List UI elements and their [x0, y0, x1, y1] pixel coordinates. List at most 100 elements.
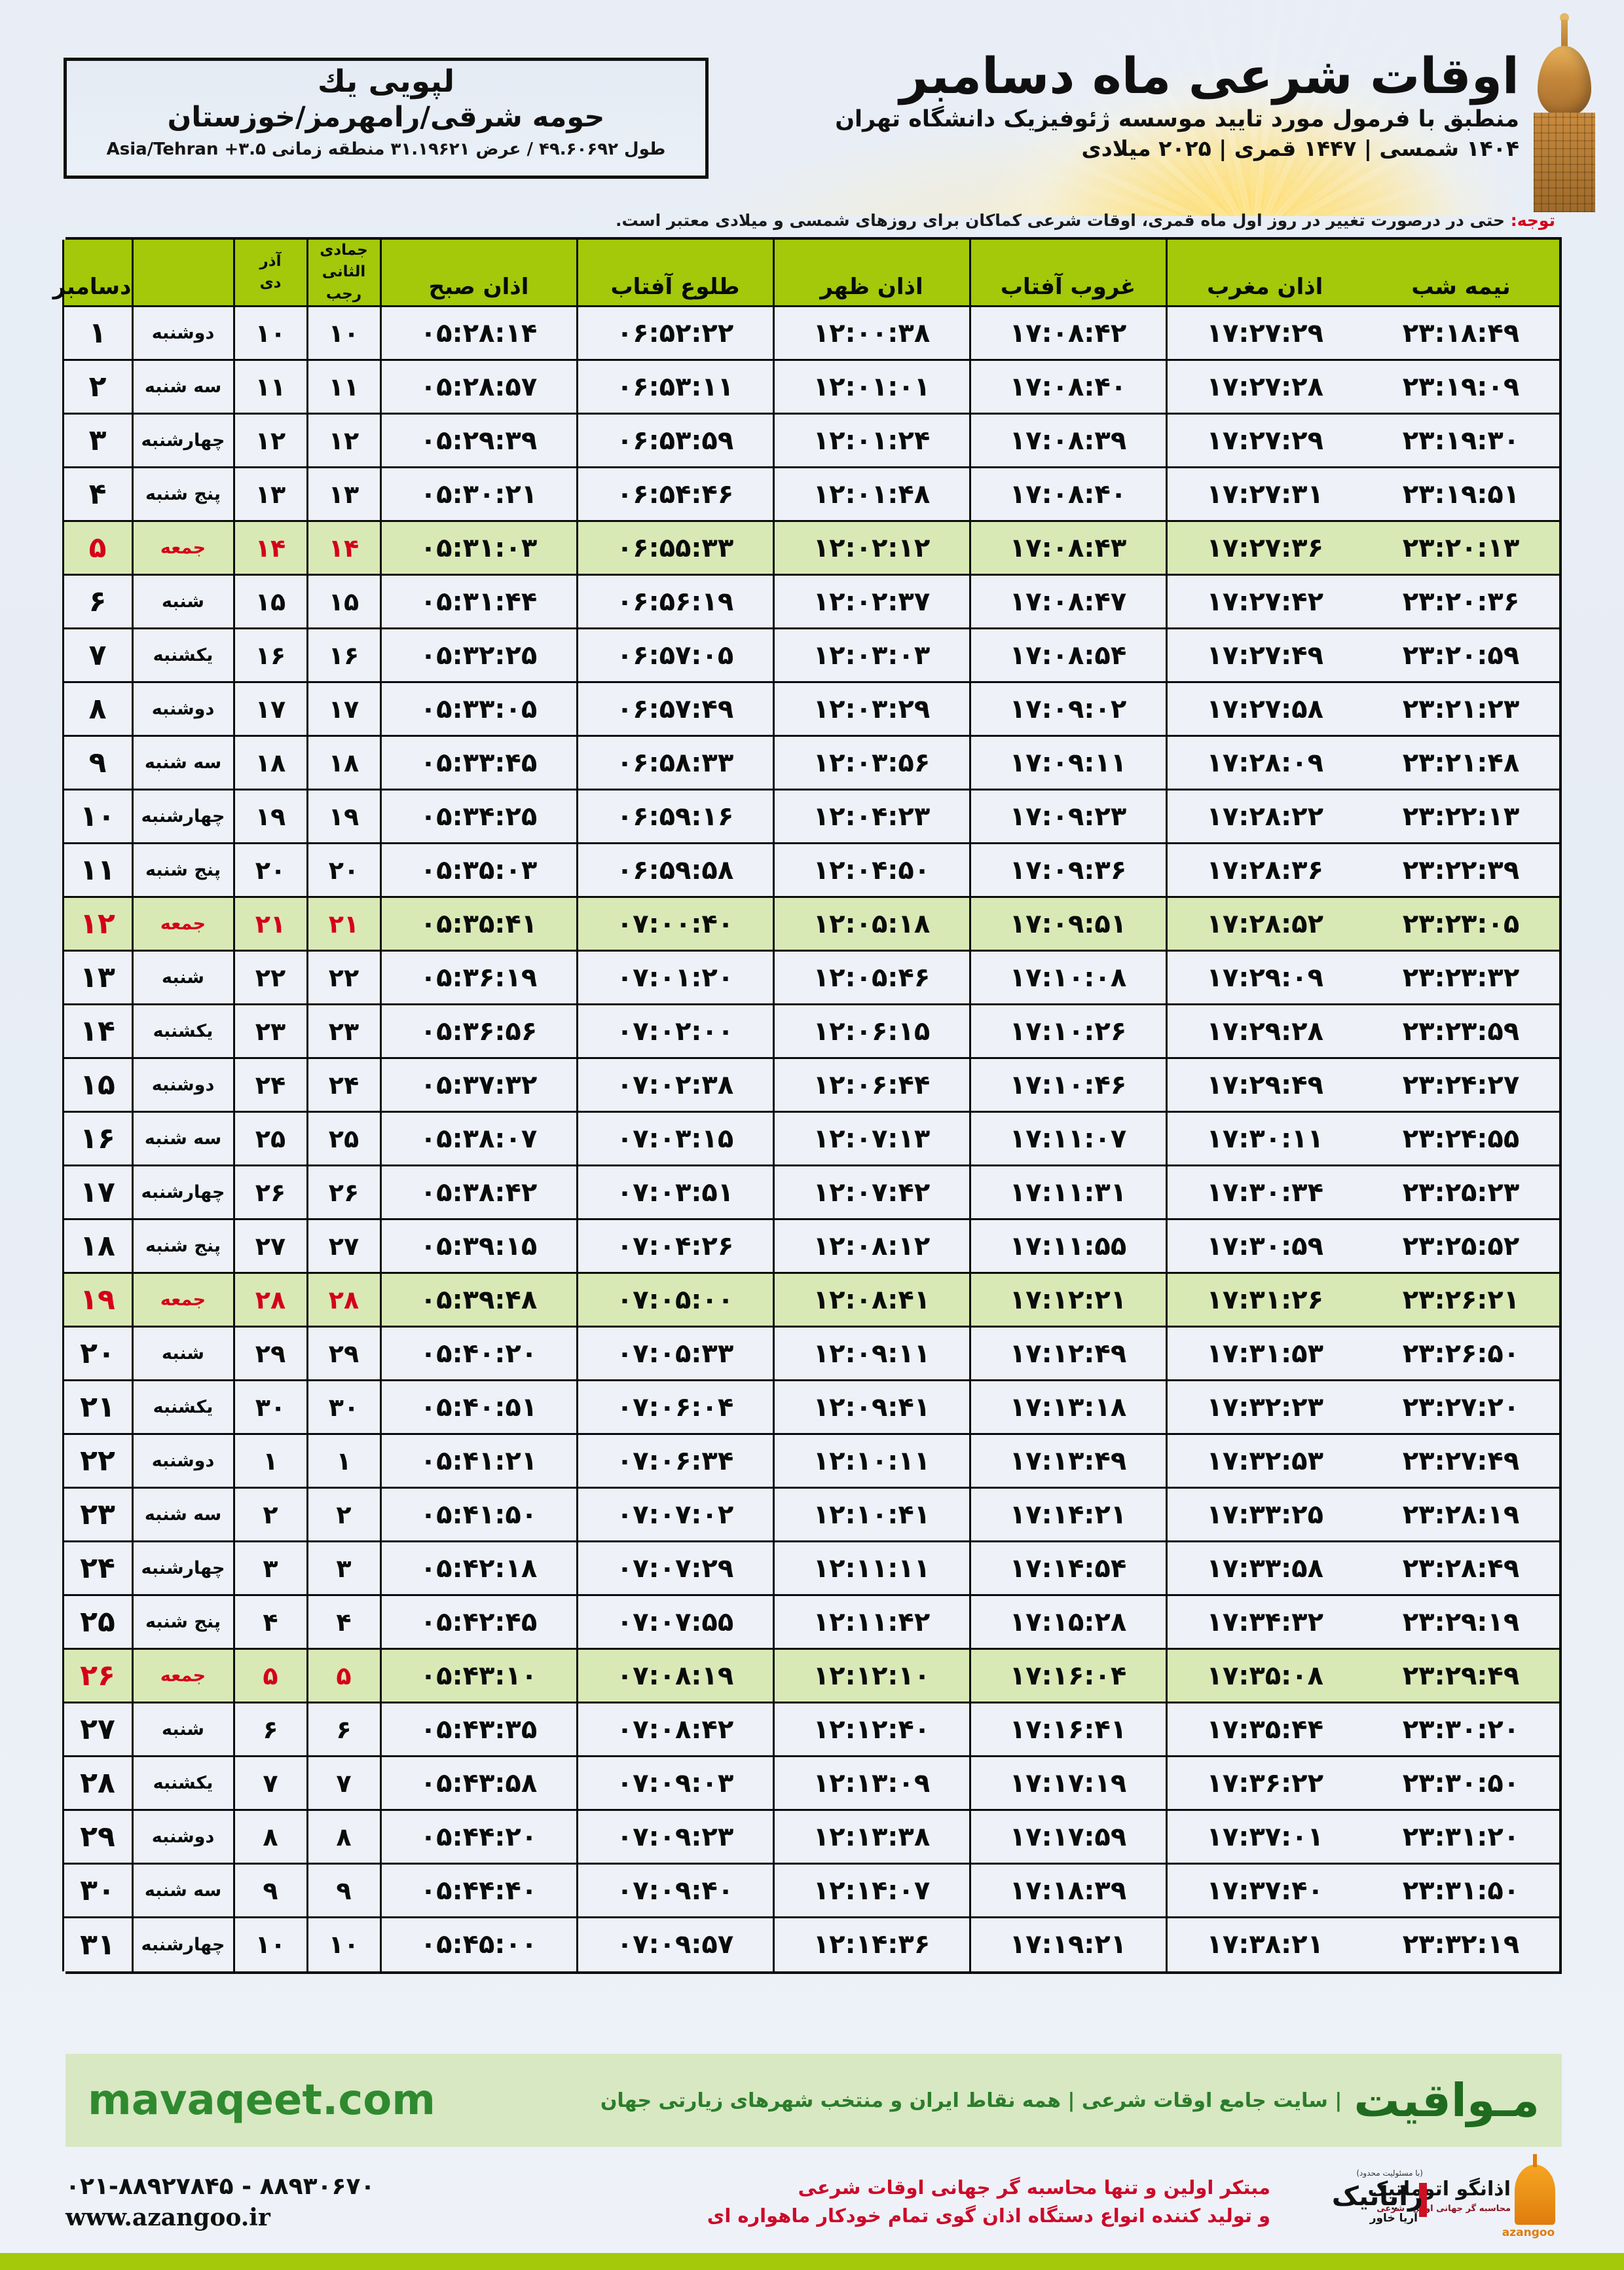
- col-header-sunrise: طلوع آفتاب: [576, 240, 773, 307]
- cell-g: ۴: [62, 466, 132, 521]
- cell-midnight: ۲۳:۲۳:۳۲: [1363, 950, 1559, 1005]
- cell-maghrib: ۱۷:۲۷:۳۱: [1165, 466, 1363, 521]
- cell-midnight: ۲۳:۲۶:۵۰: [1363, 1326, 1559, 1381]
- cell-wd: چهارشنبه: [131, 413, 234, 468]
- table-row: ۲۳:۱۹:۰۹ ۱۷:۲۷:۲۸ ۱۷:۰۸:۴۰ ۱۲:۰۱:۰۱ ۰۶:۵۳:۱۱…: [62, 359, 1559, 414]
- cell-wd: دوشنبه: [131, 681, 234, 736]
- cell-midnight: ۲۳:۱۹:۰۹: [1363, 359, 1559, 414]
- cell-maghrib: ۱۷:۲۹:۲۸: [1165, 1003, 1363, 1058]
- cell-dhuhr: ۱۲:۰۸:۴۱: [772, 1272, 970, 1327]
- cell-sol: ۱۰: [232, 305, 307, 360]
- cell-dhuhr: ۱۲:۰۲:۱۲: [772, 520, 970, 575]
- cell-sol: ۱۲: [232, 413, 307, 468]
- col-header-sunset: غروب آفتاب: [969, 240, 1166, 307]
- footer-slogan-line2: و تولید کننده انواع دستگاه اذان گوی تمام…: [707, 2205, 1270, 2227]
- cell-wd: سه شنبه: [131, 735, 234, 790]
- rayaneek-logo: (با مسئولیت محدود) رایانیک آریا خاور: [1308, 2163, 1427, 2241]
- cell-maghrib: ۱۷:۳۲:۲۳: [1165, 1379, 1363, 1434]
- footer-website[interactable]: www.azangoo.ir: [65, 2203, 270, 2231]
- cell-sol: ۱۵: [232, 574, 307, 629]
- table-row: ۲۳:۳۱:۲۰ ۱۷:۳۷:۰۱ ۱۷:۱۷:۵۹ ۱۲:۱۳:۳۸ ۰۷:۰۹:۲۳…: [62, 1809, 1559, 1864]
- cell-maghrib: ۱۷:۳۰:۱۱: [1165, 1111, 1363, 1166]
- cell-sunrise: ۰۷:۰۶:۰۴: [576, 1379, 773, 1434]
- cell-sunset: ۱۷:۱۴:۲۱: [969, 1487, 1166, 1542]
- table-header-row: نیمه شب اذان مغرب غروب آفتاب اذان ظهر طل…: [53, 240, 1559, 307]
- cell-g: ۱۶: [62, 1111, 132, 1166]
- dome-bulb: [1538, 46, 1591, 117]
- cell-maghrib: ۱۷:۳۷:۰۱: [1165, 1809, 1363, 1864]
- cell-maghrib: ۱۷:۲۷:۴۲: [1165, 574, 1363, 629]
- cell-hij: ۲: [306, 1487, 380, 1542]
- cell-fajr: ۰۵:۳۸:۰۷: [379, 1111, 577, 1166]
- table-row: ۲۳:۳۱:۵۰ ۱۷:۳۷:۴۰ ۱۷:۱۸:۳۹ ۱۲:۱۴:۰۷ ۰۷:۰۹:۴۰…: [62, 1863, 1559, 1918]
- cell-g: ۲۷: [62, 1702, 132, 1757]
- cell-dhuhr: ۱۲:۰۴:۵۰: [772, 842, 970, 897]
- cell-sunrise: ۰۶:۵۳:۵۹: [576, 413, 773, 468]
- note-text: حتی در درصورت تغییر در روز اول ماه قمری،…: [616, 211, 1511, 230]
- cell-hij: ۱۶: [306, 627, 380, 682]
- cell-dhuhr: ۱۲:۰۱:۴۸: [772, 466, 970, 521]
- cell-maghrib: ۱۷:۲۷:۵۸: [1165, 681, 1363, 736]
- cell-wd: یکشنبه: [131, 1755, 234, 1810]
- cell-sunrise: ۰۷:۰۹:۰۳: [576, 1755, 773, 1810]
- cell-fajr: ۰۵:۴۰:۵۱: [379, 1379, 577, 1434]
- cell-g: ۲۰: [62, 1326, 132, 1381]
- cell-maghrib: ۱۷:۲۹:۴۹: [1165, 1057, 1363, 1112]
- cell-dhuhr: ۱۲:۰۳:۲۹: [772, 681, 970, 736]
- cell-dhuhr: ۱۲:۱۴:۳۶: [772, 1916, 970, 1971]
- cell-sunset: ۱۷:۱۳:۴۹: [969, 1433, 1166, 1488]
- cell-fajr: ۰۵:۴۲:۴۵: [379, 1594, 577, 1649]
- cell-sunrise: ۰۶:۵۳:۱۱: [576, 359, 773, 414]
- table-row: ۲۳:۲۱:۴۸ ۱۷:۲۸:۰۹ ۱۷:۰۹:۱۱ ۱۲:۰۳:۵۶ ۰۶:۵۸:۳۳…: [62, 735, 1559, 790]
- cell-sunset: ۱۷:۱۴:۵۴: [969, 1540, 1166, 1595]
- table-row: ۲۳:۲۴:۲۷ ۱۷:۲۹:۴۹ ۱۷:۱۰:۴۶ ۱۲:۰۶:۴۴ ۰۷:۰۲:۳۸…: [62, 1057, 1559, 1112]
- cell-maghrib: ۱۷:۳۰:۵۹: [1165, 1218, 1363, 1273]
- cell-sol: ۱۹: [232, 789, 307, 844]
- cell-sol: ۲۰: [232, 842, 307, 897]
- cell-wd: یکشنبه: [131, 627, 234, 682]
- cell-maghrib: ۱۷:۳۳:۵۸: [1165, 1540, 1363, 1595]
- cell-wd: شنبه: [131, 1702, 234, 1757]
- table-row: ۲۳:۲۸:۴۹ ۱۷:۳۳:۵۸ ۱۷:۱۴:۵۴ ۱۲:۱۱:۱۱ ۰۷:۰۷:۲۹…: [62, 1540, 1559, 1595]
- cell-maghrib: ۱۷:۳۰:۳۴: [1165, 1164, 1363, 1219]
- cell-g: ۳۰: [62, 1863, 132, 1918]
- cell-g: ۲۸: [62, 1755, 132, 1810]
- table-row: ۲۳:۳۰:۲۰ ۱۷:۳۵:۴۴ ۱۷:۱۶:۴۱ ۱۲:۱۲:۴۰ ۰۷:۰۸:۴۲…: [62, 1702, 1559, 1757]
- cell-sunrise: ۰۷:۰۸:۴۲: [576, 1702, 773, 1757]
- cell-maghrib: ۱۷:۳۳:۲۵: [1165, 1487, 1363, 1542]
- cell-midnight: ۲۳:۲۶:۲۱: [1363, 1272, 1559, 1327]
- cell-dhuhr: ۱۲:۱۰:۴۱: [772, 1487, 970, 1542]
- col-header-solar-month: آذر دی: [232, 240, 307, 307]
- cell-sol: ۳۰: [232, 1379, 307, 1434]
- cell-g: ۱۸: [62, 1218, 132, 1273]
- cell-midnight: ۲۳:۲۷:۴۹: [1363, 1433, 1559, 1488]
- solar-month-bottom: دی: [259, 274, 282, 292]
- cell-sunrise: ۰۷:۰۶:۳۴: [576, 1433, 773, 1488]
- cell-midnight: ۲۳:۱۸:۴۹: [1363, 305, 1559, 360]
- cell-midnight: ۲۳:۲۹:۱۹: [1363, 1594, 1559, 1649]
- cell-sunset: ۱۷:۱۵:۲۸: [969, 1594, 1166, 1649]
- page-title: اوقات شرعی ماه دسامبر: [899, 47, 1519, 105]
- cell-g: ۳۱: [62, 1916, 132, 1971]
- cell-sunrise: ۰۶:۵۲:۲۲: [576, 305, 773, 360]
- cell-dhuhr: ۱۲:۱۳:۰۹: [772, 1755, 970, 1810]
- cell-g: ۷: [62, 627, 132, 682]
- cell-fajr: ۰۵:۴۴:۲۰: [379, 1809, 577, 1864]
- cell-wd: جمعه: [131, 520, 234, 575]
- mavaqeet-url[interactable]: mavaqeet.com: [88, 2076, 435, 2125]
- cell-fajr: ۰۵:۴۴:۴۰: [379, 1863, 577, 1918]
- cell-dhuhr: ۱۲:۰۳:۰۳: [772, 627, 970, 682]
- footer-logos: azangoo اذانگو اتوماتیک محاسبه گر جهانی …: [1308, 2154, 1558, 2241]
- cell-midnight: ۲۳:۳۰:۵۰: [1363, 1755, 1559, 1810]
- col-header-fajr: اذان صبح: [379, 240, 577, 307]
- cell-sunset: ۱۷:۱۲:۲۱: [969, 1272, 1166, 1327]
- note-line: توجه: حتی در درصورت تغییر در روز اول ماه…: [69, 211, 1555, 230]
- table-row: ۲۳:۲۵:۵۲ ۱۷:۳۰:۵۹ ۱۷:۱۱:۵۵ ۱۲:۰۸:۱۲ ۰۷:۰۴:۲۶…: [62, 1218, 1559, 1273]
- solar-month-top: آذر: [259, 252, 282, 270]
- cell-sunset: ۱۷:۱۹:۲۱: [969, 1916, 1166, 1971]
- col-header-weekday: [131, 240, 234, 307]
- cell-fajr: ۰۵:۲۸:۱۴: [379, 305, 577, 360]
- cell-wd: شنبه: [131, 1326, 234, 1381]
- cell-hij: ۱۸: [306, 735, 380, 790]
- cell-hij: ۱۳: [306, 466, 380, 521]
